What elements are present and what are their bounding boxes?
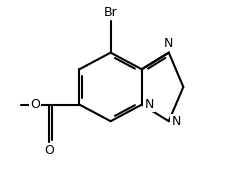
Text: Br: Br bbox=[104, 6, 117, 19]
Text: N: N bbox=[171, 115, 181, 128]
Text: N: N bbox=[144, 98, 154, 111]
Text: N: N bbox=[164, 36, 174, 49]
Text: O: O bbox=[30, 98, 40, 111]
Text: O: O bbox=[44, 144, 54, 157]
